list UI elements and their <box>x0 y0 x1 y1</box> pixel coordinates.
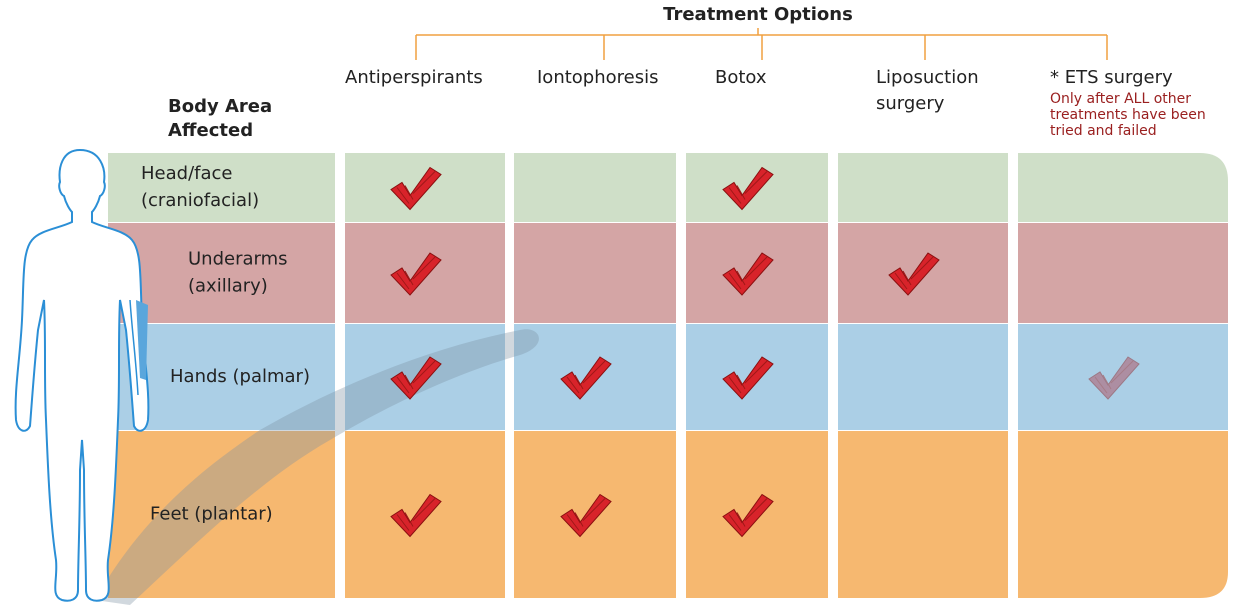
cell <box>1018 223 1228 323</box>
column-header: Botox <box>715 67 767 88</box>
cell <box>838 324 1008 430</box>
column-header: Liposuction <box>876 67 979 88</box>
column-header: * ETS surgery <box>1050 67 1173 88</box>
column-note: Only after ALL other <box>1050 91 1191 107</box>
row-label: Feet (plantar) <box>150 504 273 525</box>
cell <box>514 223 676 323</box>
row-label: (craniofacial) <box>141 190 259 211</box>
title: Treatment Options <box>663 4 853 25</box>
row-label: (axillary) <box>188 276 268 297</box>
cell <box>838 153 1008 222</box>
column-header: Iontophoresis <box>537 67 658 88</box>
row-header: Body Area <box>168 96 272 117</box>
column-header: Antiperspirants <box>345 67 483 88</box>
row-label: Hands (palmar) <box>170 366 310 387</box>
column-note: treatments have been <box>1050 107 1206 123</box>
column-header: surgery <box>876 93 945 114</box>
cell <box>1018 153 1228 222</box>
row-header: Affected <box>168 120 253 141</box>
cell <box>838 431 1008 598</box>
cell <box>1018 431 1228 598</box>
column-note: tried and failed <box>1050 123 1157 139</box>
row-label: Underarms <box>188 249 288 270</box>
cell <box>514 153 676 222</box>
diagram: Treatment Options Body Area Affected Antipe… <box>0 0 1233 609</box>
row-label: Head/face <box>141 163 232 184</box>
